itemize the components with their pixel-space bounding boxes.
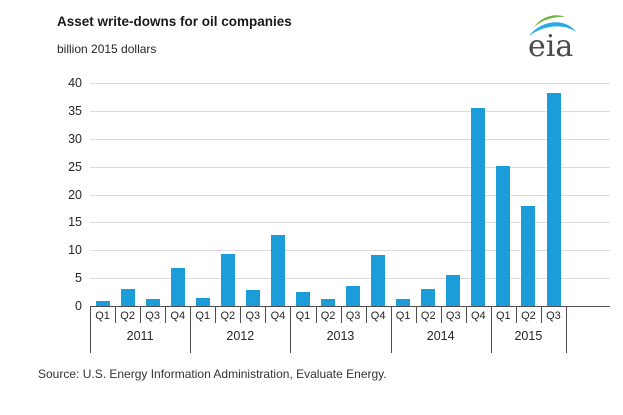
- quarter-label-2011-Q3: Q3: [145, 310, 160, 322]
- gridline-40: [90, 83, 610, 84]
- year-label-2011: 2011: [126, 329, 154, 343]
- logo-text: eia: [528, 29, 573, 64]
- quarter-separator: [365, 306, 367, 323]
- quarter-separator: [540, 306, 542, 323]
- bar-2013-Q1: [295, 292, 310, 306]
- year-label-2015: 2015: [514, 329, 543, 343]
- quarter-separator: [215, 306, 217, 323]
- y-axis-tick-label: 25: [68, 159, 82, 174]
- bar-2015-Q3: [546, 93, 561, 306]
- y-axis-tick-label: 15: [68, 215, 82, 230]
- quarter-label-2014-Q2: Q2: [420, 310, 436, 322]
- year-label-2012: 2012: [226, 329, 255, 343]
- bar-2014-Q2: [421, 289, 436, 306]
- bar-2012-Q4: [270, 235, 285, 306]
- gridline-35: [90, 110, 610, 112]
- chart-title: Asset write-downs for oil companies: [57, 14, 292, 29]
- year-label-2014: 2014: [426, 329, 455, 343]
- quarter-label-2015-Q1: Q1: [496, 310, 511, 322]
- bar-2012-Q2: [220, 254, 235, 306]
- bar-2012-Q1: [195, 298, 210, 306]
- quarter-separator: [265, 306, 267, 323]
- gridline-30: [90, 138, 610, 140]
- eia-logo: eia: [516, 6, 584, 68]
- quarter-label-2014-Q4: Q4: [471, 310, 486, 322]
- gridline-5: [90, 278, 610, 280]
- chart-subtitle: billion 2015 dollars: [57, 42, 157, 56]
- x-axis-line: [90, 306, 610, 307]
- year-separator: [290, 306, 292, 353]
- gridline-20: [90, 194, 610, 196]
- y-axis-tick-label: 0: [75, 299, 82, 313]
- quarter-separator: [440, 306, 442, 323]
- quarter-label-2012-Q2: Q2: [220, 310, 236, 322]
- bar-2013-Q2: [321, 299, 335, 306]
- bar-2011-Q3: [145, 299, 160, 306]
- quarter-label-2014-Q3: Q3: [445, 310, 461, 322]
- bar-2014-Q1: [396, 299, 411, 306]
- source-text: Source: U.S. Energy Information Administ…: [38, 367, 387, 381]
- gridline-10: [90, 250, 610, 252]
- quarter-label-2012-Q1: Q1: [195, 310, 211, 322]
- bar-2014-Q3: [446, 275, 461, 306]
- quarter-separator: [515, 306, 517, 323]
- quarter-separator: [140, 306, 142, 323]
- bar-2012-Q3: [245, 290, 260, 306]
- quarter-separator: [465, 306, 467, 323]
- year-separator: [90, 306, 91, 353]
- gridline-15: [90, 222, 610, 224]
- bar-2011-Q2: [120, 289, 135, 306]
- quarter-separator: [115, 306, 117, 323]
- quarter-label-2012-Q3: Q3: [245, 310, 261, 322]
- quarter-label-2011-Q2: Q2: [120, 310, 135, 322]
- bar-2015-Q1: [496, 166, 511, 306]
- y-axis-tick-label: 35: [68, 103, 82, 118]
- quarter-separator: [165, 306, 167, 323]
- logo-blue-swoosh: [529, 22, 576, 36]
- quarter-separator: [240, 306, 242, 323]
- year-separator: [190, 306, 192, 353]
- quarter-label-2013-Q3: Q3: [345, 310, 361, 322]
- quarter-separator: [315, 306, 317, 323]
- quarter-label-2015-Q2: Q2: [521, 310, 536, 322]
- y-axis-tick-label: 20: [68, 187, 82, 202]
- bar-2011-Q4: [170, 268, 185, 306]
- quarter-label-2013-Q4: Q4: [370, 310, 386, 322]
- y-axis-tick-label: 30: [68, 131, 82, 146]
- quarter-label-2012-Q4: Q4: [270, 310, 286, 322]
- quarter-label-2014-Q1: Q1: [395, 310, 411, 322]
- y-axis-tick-label: 10: [68, 243, 82, 258]
- quarter-label-2015-Q3: Q3: [546, 310, 561, 322]
- y-axis-tick-label: 5: [75, 271, 82, 286]
- year-label-2013: 2013: [326, 329, 355, 343]
- quarter-label-2013-Q1: Q1: [295, 310, 311, 322]
- eia-logo-icon: eia: [528, 15, 576, 64]
- quarter-separator: [340, 306, 342, 323]
- logo-green-swoosh: [534, 15, 565, 27]
- quarter-label-2013-Q2: Q2: [320, 310, 336, 322]
- bar-2011-Q1: [95, 301, 110, 306]
- bar-2014-Q4: [471, 108, 486, 306]
- bar-2013-Q4: [371, 255, 386, 306]
- y-axis-tick-label: 40: [68, 76, 82, 90]
- bar-2015-Q2: [521, 206, 536, 306]
- year-separator: [490, 306, 492, 353]
- year-separator-end: [566, 306, 567, 353]
- quarter-label-2011-Q1: Q1: [95, 310, 110, 322]
- bar-2013-Q3: [346, 286, 361, 306]
- gridline-25: [90, 166, 610, 168]
- year-separator: [390, 306, 392, 353]
- quarter-label-2011-Q4: Q4: [170, 310, 186, 322]
- quarter-separator: [415, 306, 417, 323]
